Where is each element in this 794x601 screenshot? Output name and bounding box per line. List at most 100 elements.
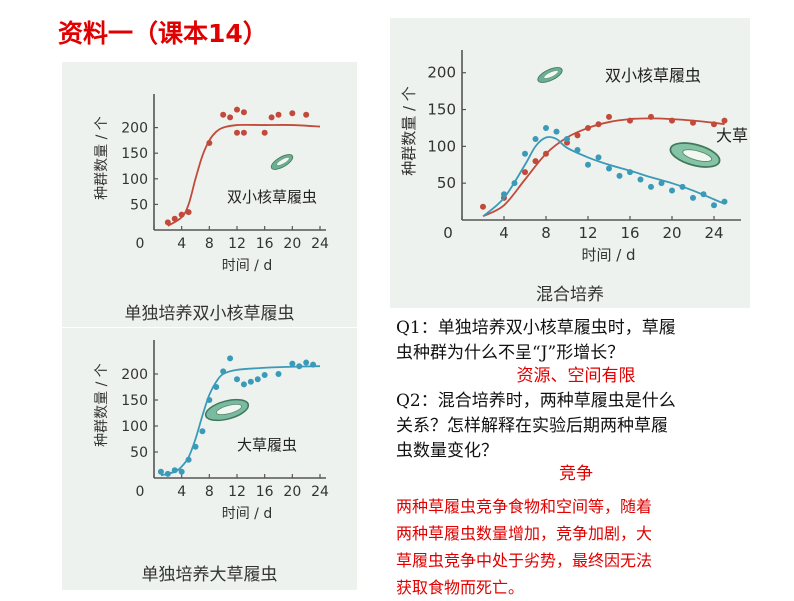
x-tick-label: 4 [177, 484, 186, 500]
data-point [227, 114, 234, 121]
x-axis-label: 时间 / d [222, 506, 273, 522]
data-point [206, 139, 213, 146]
data-point [192, 443, 199, 450]
data-point [511, 180, 518, 187]
chart-panel-single-large-paramecium: 0 4 8 12 16 20 24 50 100 150 200 时间 / d 种群数量 / 个大草履虫… [62, 328, 357, 590]
data-point [679, 183, 686, 190]
y-tick-label: 50 [130, 197, 148, 213]
chart-single-small-paramecium: 0 4 8 12 16 20 24 50 100 150 200 时间 / d 种群数量 / 个双小核草… [94, 94, 329, 274]
data-point [690, 119, 696, 126]
x-tick-label: 8 [541, 224, 551, 242]
explanation-line: 两种草履虫数量增加，竞争加剧，大 [396, 524, 653, 543]
y-tick-label: 200 [121, 121, 148, 137]
x-tick-label: 12 [228, 236, 246, 252]
data-point [289, 110, 296, 117]
data-point [275, 371, 282, 377]
x-axis-label: 时间 / d [222, 258, 273, 274]
x-tick-label: 4 [177, 236, 186, 252]
x-tick-label: 20 [662, 224, 681, 242]
x-tick-label: 24 [311, 236, 329, 252]
data-point [522, 169, 528, 176]
data-point [606, 113, 612, 120]
data-point [199, 428, 206, 435]
data-point [543, 150, 549, 157]
data-point [289, 360, 296, 367]
x-axis-label: 时间 / d [581, 246, 635, 264]
answer-2: 竞争 [559, 464, 593, 484]
data-point [648, 113, 654, 120]
x-tick-label: 8 [205, 484, 214, 500]
x-tick-label: 20 [283, 484, 301, 500]
x-tick-label: 24 [704, 224, 723, 242]
data-point [310, 361, 317, 368]
data-point [669, 117, 675, 124]
chart-panel-single-small-paramecium: 0 4 8 12 16 20 24 50 100 150 200 时间 / d 种群数量 / 个双小核草… [62, 62, 357, 327]
data-point [178, 468, 185, 475]
paramecium-large-icon [669, 142, 721, 168]
data-point [234, 129, 240, 136]
data-point [261, 129, 268, 136]
question-2-line: 虫数量变化？ [396, 441, 498, 461]
y-tick-label: 100 [121, 172, 148, 188]
data-point [501, 191, 507, 198]
data-point [275, 111, 282, 118]
species-label: 双小核草履虫 [227, 188, 317, 206]
data-point [637, 176, 644, 183]
paramecium-small-icon [270, 154, 294, 170]
data-point [268, 114, 275, 121]
species-label: 大草 [716, 126, 748, 145]
data-point [171, 467, 178, 474]
data-point [585, 161, 591, 168]
data-point [303, 359, 310, 366]
data-point [532, 136, 539, 142]
data-point [658, 180, 665, 187]
data-point [157, 468, 164, 475]
paramecium-nucleus [543, 70, 559, 79]
y-axis-label: 种群数量 / 个 [94, 116, 110, 200]
data-point [721, 198, 728, 205]
chart-caption: 单独培养大草履虫 [141, 565, 278, 585]
y-axis-label: 种群数量 / 个 [94, 363, 110, 447]
data-point [532, 158, 539, 165]
series-curve [482, 136, 725, 218]
answer-1: 资源、空间有限 [516, 366, 636, 386]
x-tick-label: 0 [136, 484, 145, 500]
x-tick-label: 16 [256, 236, 274, 252]
data-point [178, 211, 185, 218]
qa-block: Q1：单独培养双小核草履虫时，草履 虫种群为什么不呈“J”形增长？ 资源、空间有… [396, 316, 756, 601]
data-point [648, 183, 654, 190]
x-tick-label: 8 [205, 236, 214, 252]
explanation: 两种草履虫竞争食物和空间等，随着 两种草履虫数量增加，竞争加剧，大 草履虫竞争中… [396, 493, 756, 601]
data-point [616, 172, 623, 179]
data-point [185, 209, 192, 216]
question-1-line: 虫种群为什么不呈“J”形增长？ [396, 343, 625, 363]
paramecium-small-icon [537, 67, 563, 83]
data-point [247, 378, 254, 385]
y-tick-label: 200 [121, 367, 148, 383]
x-tick-label: 16 [620, 224, 639, 242]
data-point [220, 368, 227, 375]
question-1-line: Q1：单独培养双小核草履虫时，草履 [396, 318, 676, 338]
y-tick-label: 100 [427, 137, 456, 155]
explanation-line: 两种草履虫竞争食物和空间等，随着 [396, 497, 653, 516]
data-point [220, 111, 227, 118]
question-2-line: 关系？怎样解释在实验后期两种草履 [396, 416, 668, 436]
paramecium-nucleus [682, 149, 713, 162]
data-point [606, 165, 612, 172]
data-point [543, 124, 549, 131]
paramecium-nucleus [215, 403, 242, 416]
x-tick-label: 24 [311, 484, 329, 500]
data-point [261, 372, 268, 379]
data-point [595, 154, 602, 161]
data-point [254, 376, 261, 383]
data-point [585, 124, 591, 131]
paramecium-nucleus [276, 157, 290, 166]
question-2-line: Q2：混合培养时，两种草履虫是什么 [396, 391, 676, 411]
chart-single-large-paramecium: 0 4 8 12 16 20 24 50 100 150 200 时间 / d 种群数量 / 个大草履虫 [94, 340, 329, 522]
x-tick-label: 16 [256, 484, 274, 500]
data-point [627, 117, 633, 124]
data-point [690, 194, 696, 201]
data-point [480, 203, 486, 210]
chart-panel-mixed-culture: 0 4 8 12 16 20 24 50 100 150 200 时间 / d 种群数量 / 个 双小核草… [390, 18, 750, 308]
explanation-line: 获取食物而死亡。 [396, 578, 525, 597]
